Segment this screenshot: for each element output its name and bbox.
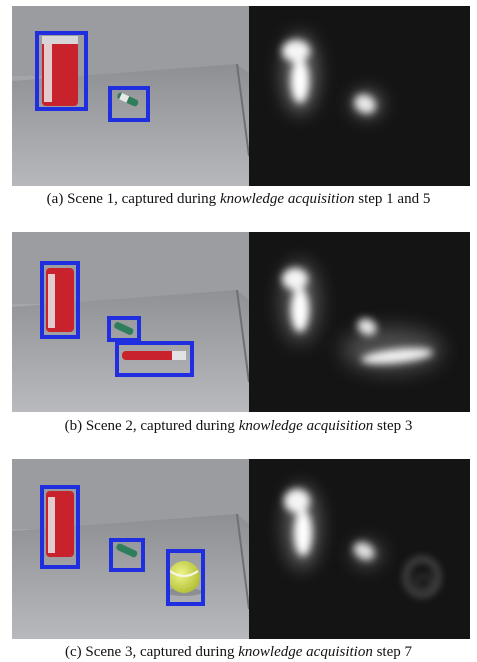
caption-a: (a) Scene 1, captured during knowledge a…: [46, 191, 431, 207]
detection-box: [166, 549, 205, 606]
scene-1-image: [12, 6, 470, 186]
detection-box: [109, 538, 145, 572]
scene-2-image: [12, 232, 470, 412]
detection-box: [107, 316, 141, 342]
soda-can: [46, 491, 74, 557]
soda-can: [42, 36, 78, 106]
red-marker: [122, 351, 186, 360]
figure-panel-a: [12, 6, 470, 186]
tennis-ball: [166, 561, 202, 596]
green-marker: [114, 322, 134, 335]
scene-3-image: [12, 459, 470, 639]
green-marker: [117, 92, 139, 107]
detection-box: [40, 485, 80, 569]
caption-c: (c) Scene 3, captured during knowledge a…: [65, 644, 412, 660]
caption-b: (b) Scene 2, captured during knowledge a…: [64, 418, 413, 434]
detection-box: [35, 31, 88, 111]
soda-can: [46, 268, 74, 332]
figure-panel-c: [12, 459, 470, 639]
figure-panel-b: [12, 232, 470, 412]
detection-box: [108, 86, 150, 122]
green-marker: [116, 543, 138, 558]
detection-box: [115, 341, 194, 377]
detection-box: [40, 261, 80, 339]
